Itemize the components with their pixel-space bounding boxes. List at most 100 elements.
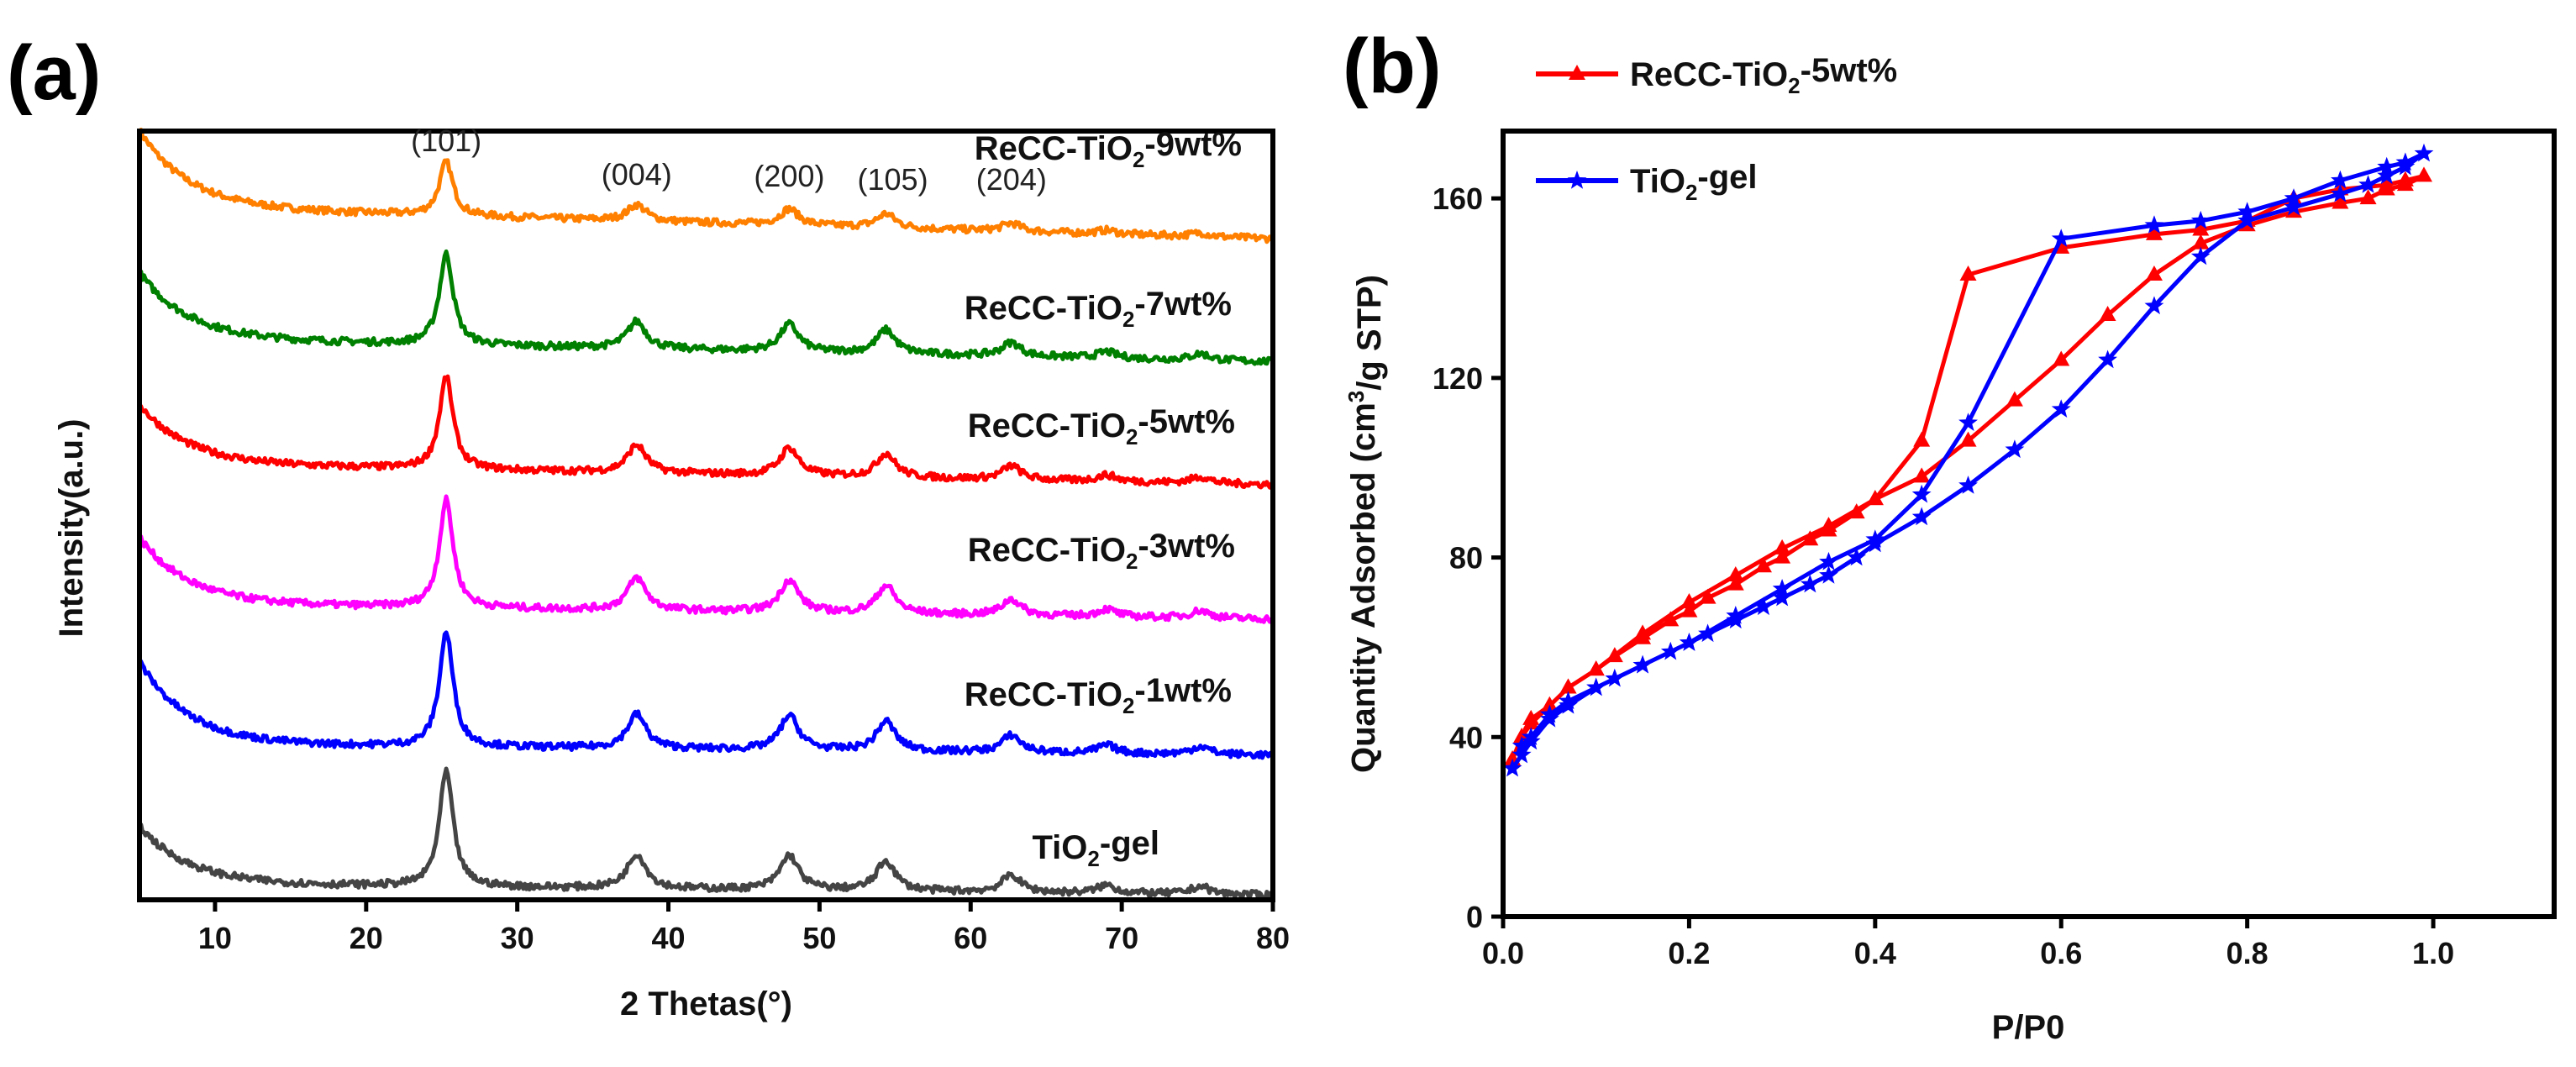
star-marker (2098, 350, 2117, 369)
isotherm-series-0 (1504, 166, 2433, 765)
triangle-marker (2416, 166, 2433, 182)
triangle-marker (1754, 557, 1772, 573)
star-marker (2358, 175, 2378, 193)
triangle-marker (1662, 611, 1680, 627)
peak-label: (101) (411, 124, 481, 158)
star-marker (1865, 529, 1885, 548)
triangle-marker (2192, 220, 2210, 236)
star-marker (1539, 704, 1559, 723)
star-marker (2331, 183, 2350, 202)
x-axis-label-a: 2 Thetas(°) (620, 986, 792, 1022)
star-marker (1753, 597, 1774, 616)
triangle-marker (1559, 678, 1577, 694)
xrd-curve-5 (139, 766, 1275, 901)
star-marker (1958, 413, 1978, 431)
y-axis-label-a: Intensity(a.u.) (53, 418, 90, 637)
x-tick-label: 0.2 (1668, 936, 1710, 970)
xrd-curve-1 (139, 249, 1275, 366)
triangle-marker (1522, 709, 1540, 725)
star-marker (1726, 606, 1746, 624)
star-marker (1680, 633, 1699, 651)
star-marker (2237, 202, 2258, 220)
star-marker (2414, 143, 2434, 162)
series-label: ReCC-TiO2-7wt% (965, 286, 1232, 332)
y-tick-label: 120 (1433, 361, 1483, 396)
triangle-marker (1634, 624, 1652, 640)
triangle-marker (1801, 530, 1819, 546)
x-tick-label: 10 (198, 921, 232, 955)
x-tick-label: 20 (350, 921, 383, 955)
triangle-marker (1727, 575, 1744, 591)
legend-label: ReCC-TiO2-5wt% (1630, 52, 1897, 98)
triangle-marker (1848, 503, 1865, 519)
star-marker (1660, 641, 1680, 660)
legend-item: TiO2-gel (1536, 159, 1758, 205)
panel-label-a: (a) (7, 30, 101, 116)
star-marker (2190, 246, 2211, 265)
x-tick-label: 0.6 (2040, 936, 2082, 970)
star-marker (1511, 736, 1532, 754)
isotherm-line (1510, 173, 2426, 760)
star-marker (1559, 691, 1578, 710)
triangle-marker (2099, 306, 2116, 322)
star-marker (2284, 188, 2304, 207)
isotherm-line (1511, 151, 2426, 770)
xrd-curve-2 (139, 374, 1275, 490)
x-tick-label: 0.4 (1854, 936, 1896, 970)
plot-frame-b (1501, 129, 2557, 919)
star-marker (1605, 668, 1625, 687)
triangle-marker (1569, 65, 1585, 80)
x-tick-label: 50 (802, 921, 836, 955)
series-label: ReCC-TiO2-1wt% (965, 672, 1232, 718)
star-marker (2395, 152, 2416, 171)
star-marker (1772, 587, 1792, 607)
triangle-marker (1774, 539, 1791, 555)
triangle-marker (2396, 171, 2414, 187)
triangle-marker (1587, 660, 1605, 676)
panel-b-isotherm-chart: P/P0 (b) 0.0 0.2 0.4 0.6 0.8 1.0 0 40 80 120 160 Qua… (1343, 24, 2557, 1046)
x-tick-label: 0.0 (1482, 936, 1524, 970)
panel-a-xrd-chart: (a) 10 20 30 40 50 60 70 80 2 Thetas(°) Intensity(… (7, 30, 1290, 1022)
triangle-marker (1699, 588, 1716, 604)
triangle-marker (1913, 467, 1931, 483)
star-marker (2377, 156, 2397, 176)
triangle-marker (2006, 391, 2023, 407)
x-tick-label: 60 (954, 921, 987, 955)
peak-label: (200) (754, 159, 824, 193)
star-marker (2377, 166, 2397, 185)
legend-label: TiO2-gel (1630, 159, 1758, 205)
star-marker (1847, 547, 1867, 566)
x-tick-label: 1.0 (2412, 936, 2454, 970)
y-axis-label-b: Quantity Adsorbed (cm3/g STP) (1343, 275, 1388, 773)
star-marker (1800, 574, 1820, 593)
star-marker (1819, 565, 1838, 584)
star-marker (1958, 476, 1978, 494)
peak-label: (204) (976, 162, 1047, 197)
x-tick-label: 80 (1256, 921, 1290, 955)
x-tick-label: 0.8 (2226, 936, 2268, 970)
series-label: TiO2-gel (1032, 825, 1159, 871)
star-marker (1698, 623, 1717, 643)
triangle-marker (2145, 265, 2163, 281)
x-axis-label-b: P/P0 (1992, 1009, 2065, 1046)
star-marker (1632, 654, 1653, 674)
peak-label: (105) (858, 162, 928, 197)
isotherm-series-1 (1502, 143, 2434, 777)
star-marker (2144, 296, 2164, 315)
series-label: ReCC-TiO2-5wt% (968, 403, 1235, 449)
star-marker (1586, 677, 1606, 696)
triangle-marker (2332, 193, 2349, 209)
triangle-marker (2192, 234, 2210, 250)
triangle-marker (1774, 548, 1791, 564)
triangle-marker (1820, 517, 1837, 533)
star-marker (1521, 727, 1541, 745)
y-tick-label: 160 (1433, 181, 1483, 216)
star-marker (2005, 439, 2025, 459)
triangle-marker (2378, 176, 2395, 192)
x-tick-label: 70 (1105, 921, 1138, 955)
series-label: ReCC-TiO2-3wt% (968, 528, 1235, 574)
star-marker (1772, 579, 1792, 597)
star-marker (1911, 484, 1932, 503)
star-marker (2331, 170, 2350, 189)
